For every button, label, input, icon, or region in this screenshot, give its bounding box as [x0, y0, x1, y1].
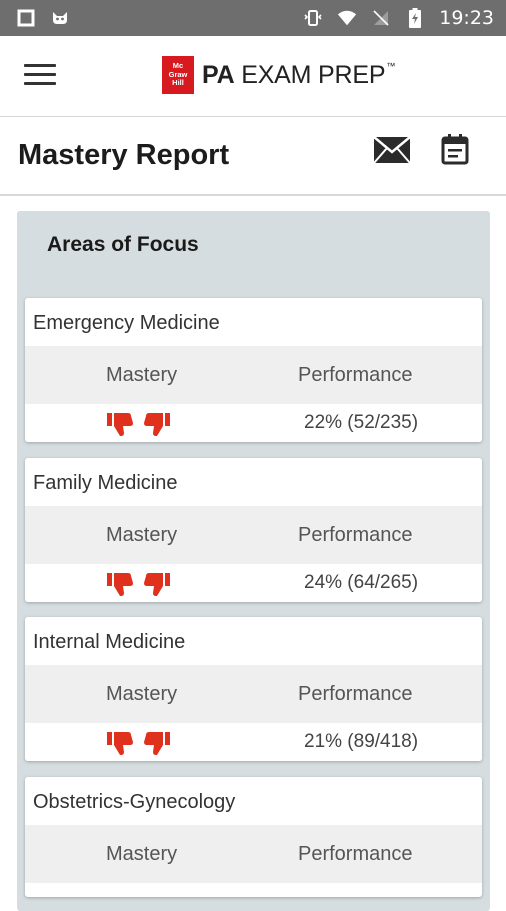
calendar-button[interactable] [440, 133, 470, 165]
logo-box-line: Mc [172, 61, 184, 71]
logo-wordmark: PA EXAM PREP™ [202, 61, 395, 90]
battery-charging-icon [405, 8, 425, 28]
mastery-column-header: Mastery [106, 364, 178, 386]
status-bar: 19:23 [0, 0, 506, 36]
logo-trademark: ™ [386, 60, 396, 71]
card-title: Internal Medicine [33, 631, 186, 653]
card-title: Family Medicine [33, 472, 178, 494]
clock-time: 19:23 [439, 7, 494, 29]
app-logo: Mc Graw Hill PA EXAM PREP™ [162, 56, 395, 94]
no-signal-icon [371, 8, 391, 28]
card-title: Emergency Medicine [33, 312, 220, 334]
calendar-icon [441, 134, 469, 165]
performance-value: 21% (89/418) [304, 731, 419, 752]
panel-title: Areas of Focus [47, 233, 199, 256]
card-header-row: Mastery Performance [25, 665, 482, 723]
mastery-thumbs [107, 411, 170, 437]
performance-column-header: Performance [298, 843, 413, 865]
focus-card[interactable]: Emergency Medicine Mastery Performance 2… [25, 298, 482, 442]
focus-card[interactable]: Internal Medicine Mastery Performance 21… [25, 617, 482, 761]
thumbs-down-icon [107, 732, 133, 755]
thumbs-down-icon [107, 413, 133, 436]
mastery-column-header: Mastery [106, 524, 178, 546]
thumbs-down-icon [144, 573, 170, 596]
logo-box-line: Hill [172, 78, 184, 88]
mcgraw-hill-logo: Mc Graw Hill [162, 56, 194, 94]
hamburger-icon [24, 64, 56, 67]
mail-button[interactable] [373, 136, 411, 164]
card-header-row: Mastery Performance [25, 506, 482, 564]
card-data-row: 21% (89/418) [25, 723, 482, 761]
vibrate-icon [303, 8, 323, 28]
wifi-icon [337, 8, 357, 28]
areas-of-focus-panel: Areas of Focus Emergency Medicine Master… [17, 211, 490, 911]
envelope-icon [373, 136, 411, 164]
notification-square-icon [16, 8, 36, 28]
android-debug-icon [50, 8, 70, 28]
mastery-thumbs [107, 571, 170, 597]
card-data-row: 24% (64/265) [25, 564, 482, 602]
hamburger-menu-button[interactable] [24, 64, 56, 86]
card-header-row: Mastery Performance [25, 346, 482, 404]
logo-box-line: Graw [168, 69, 188, 79]
thumbs-down-icon [107, 573, 133, 596]
mastery-column-header: Mastery [106, 843, 178, 865]
performance-value: 22% (52/235) [304, 412, 419, 433]
card-data-row: 22% (52/235) [25, 404, 482, 442]
performance-column-header: Performance [298, 364, 413, 386]
card-title: Obstetrics-Gynecology [33, 791, 236, 813]
thumbs-down-icon [144, 732, 170, 755]
performance-value: 24% (64/265) [304, 572, 419, 593]
logo-title: EXAM PREP [241, 60, 386, 89]
page-title: Mastery Report [18, 139, 230, 171]
app-bar: Mc Graw Hill PA EXAM PREP™ [0, 36, 506, 117]
mastery-thumbs [107, 730, 170, 756]
mastery-column-header: Mastery [106, 683, 178, 705]
logo-prefix: PA [202, 60, 235, 89]
focus-card[interactable]: Family Medicine Mastery Performance 24% … [25, 458, 482, 602]
card-header-row: Mastery Performance [25, 825, 482, 883]
focus-card[interactable]: Obstetrics-Gynecology Mastery Performanc… [25, 777, 482, 897]
thumbs-down-icon [144, 413, 170, 436]
performance-column-header: Performance [298, 524, 413, 546]
hamburger-icon-bar [24, 73, 56, 76]
performance-column-header: Performance [298, 683, 413, 705]
title-row: Mastery Report [0, 117, 506, 196]
hamburger-icon-bar [24, 82, 56, 85]
